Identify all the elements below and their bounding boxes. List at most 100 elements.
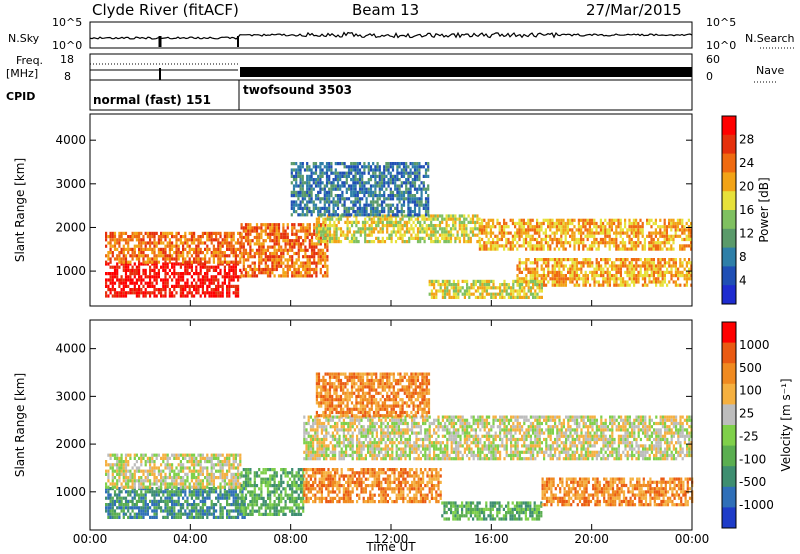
heatmap-cell: [381, 230, 384, 234]
heatmap-cell: [201, 515, 204, 519]
heatmap-cell: [354, 165, 357, 169]
heatmap-cell: [430, 227, 433, 231]
heatmap-cell: [339, 240, 343, 244]
heatmap-cell: [282, 251, 285, 256]
heatmap-cell: [619, 270, 622, 274]
heatmap-cell: [313, 223, 316, 227]
heatmap-cell: [591, 241, 594, 245]
heatmap-cell: [685, 264, 688, 268]
heatmap-cell: [556, 280, 559, 284]
heatmap-cell: [655, 267, 658, 271]
heatmap-cell: [188, 460, 191, 464]
heatmap-cell: [155, 278, 158, 282]
heatmap-cell: [648, 241, 651, 245]
heatmap-cell: [657, 231, 660, 235]
heatmap-cell: [447, 236, 450, 240]
heatmap-cell: [201, 512, 204, 516]
heatmap-cell: [670, 218, 673, 222]
heatmap-cell: [118, 460, 121, 464]
station-title: Clyde River (fitACF): [92, 1, 239, 19]
heatmap-cell: [280, 264, 283, 268]
heatmap-cell: [153, 503, 156, 507]
heatmap-cell: [212, 291, 215, 295]
heatmap-cell: [363, 190, 366, 194]
heatmap-cell: [113, 482, 117, 486]
heatmap-cell: [162, 515, 165, 519]
heatmap-cell: [120, 235, 123, 239]
heatmap-cell: [407, 171, 410, 175]
heatmap-cell: [237, 284, 240, 288]
heatmap-cell: [430, 233, 433, 237]
heatmap-cell: [522, 231, 525, 235]
heatmap-cell: [564, 283, 567, 287]
heatmap-cell: [578, 277, 581, 281]
heatmap-cell: [403, 220, 406, 224]
heatmap-cell: [527, 289, 530, 293]
heatmap-cell: [206, 247, 209, 251]
heatmap-cell: [455, 292, 458, 296]
heatmap-cell: [441, 230, 444, 234]
heatmap-cell: [586, 234, 589, 238]
heatmap-cell: [299, 190, 302, 194]
heatmap-cell: [195, 288, 198, 292]
heatmap-cell: [672, 264, 675, 268]
heatmap-cell: [447, 233, 450, 237]
heatmap-cell: [120, 499, 123, 503]
heatmap-cell: [129, 247, 132, 251]
heatmap-cell: [190, 472, 193, 476]
heatmap-cell: [319, 210, 322, 214]
heatmap-cell: [355, 230, 358, 234]
heatmap-cell: [547, 270, 550, 274]
heatmap-cell: [477, 289, 480, 293]
heatmap-cell: [606, 241, 609, 245]
heatmap-cell: [124, 503, 128, 507]
heatmap-cell: [237, 493, 240, 497]
heatmap-cell: [551, 231, 554, 235]
heatmap-cell: [334, 171, 337, 175]
heatmap-cell: [131, 496, 134, 500]
heatmap-cell: [402, 197, 406, 201]
heatmap-cell: [420, 200, 423, 204]
heatmap-cell: [628, 241, 631, 245]
heatmap-cell: [149, 268, 152, 272]
heatmap-cell: [295, 200, 298, 204]
heatmap-cell: [394, 174, 397, 178]
heatmap-cell: [157, 485, 160, 489]
heatmap-cell: [674, 234, 677, 238]
heatmap-cell: [293, 267, 296, 272]
heatmap-cell: [394, 181, 397, 185]
heatmap-cell: [505, 286, 508, 290]
heatmap-cell: [560, 274, 563, 278]
heatmap-cell: [591, 264, 594, 268]
heatmap-cell: [116, 247, 119, 251]
heatmap-cell: [470, 292, 473, 296]
heatmap-cell: [529, 241, 532, 245]
heatmap-cell: [333, 230, 336, 234]
heatmap-cell: [408, 240, 411, 244]
heatmap-cell: [540, 286, 543, 290]
heatmap-cell: [324, 258, 327, 262]
heatmap-cell: [197, 272, 200, 276]
heatmap-cell: [416, 178, 419, 182]
heatmap-cell: [650, 270, 653, 274]
heatmap-cell: [624, 218, 627, 222]
heatmap-cell: [659, 247, 662, 251]
heatmap-cell: [361, 190, 364, 194]
heatmap-cell: [446, 292, 449, 296]
heatmap-cell: [578, 261, 581, 265]
heatmap-cell: [632, 218, 635, 222]
heatmap-cell: [297, 168, 300, 172]
heatmap-cell: [564, 237, 567, 242]
heatmap-cell: [383, 178, 386, 182]
heatmap-cell: [232, 490, 235, 494]
heatmap-cell: [206, 460, 209, 464]
heatmap-cell: [432, 224, 435, 228]
heatmap-cell: [333, 227, 336, 231]
heatmap-cell: [175, 278, 178, 282]
heatmap-cell: [273, 223, 276, 227]
heatmap-cell: [144, 476, 147, 480]
heatmap-cell: [190, 453, 193, 457]
heatmap-cell: [188, 291, 191, 295]
heatmap-cell: [540, 274, 543, 278]
heatmap-cell: [127, 493, 130, 497]
